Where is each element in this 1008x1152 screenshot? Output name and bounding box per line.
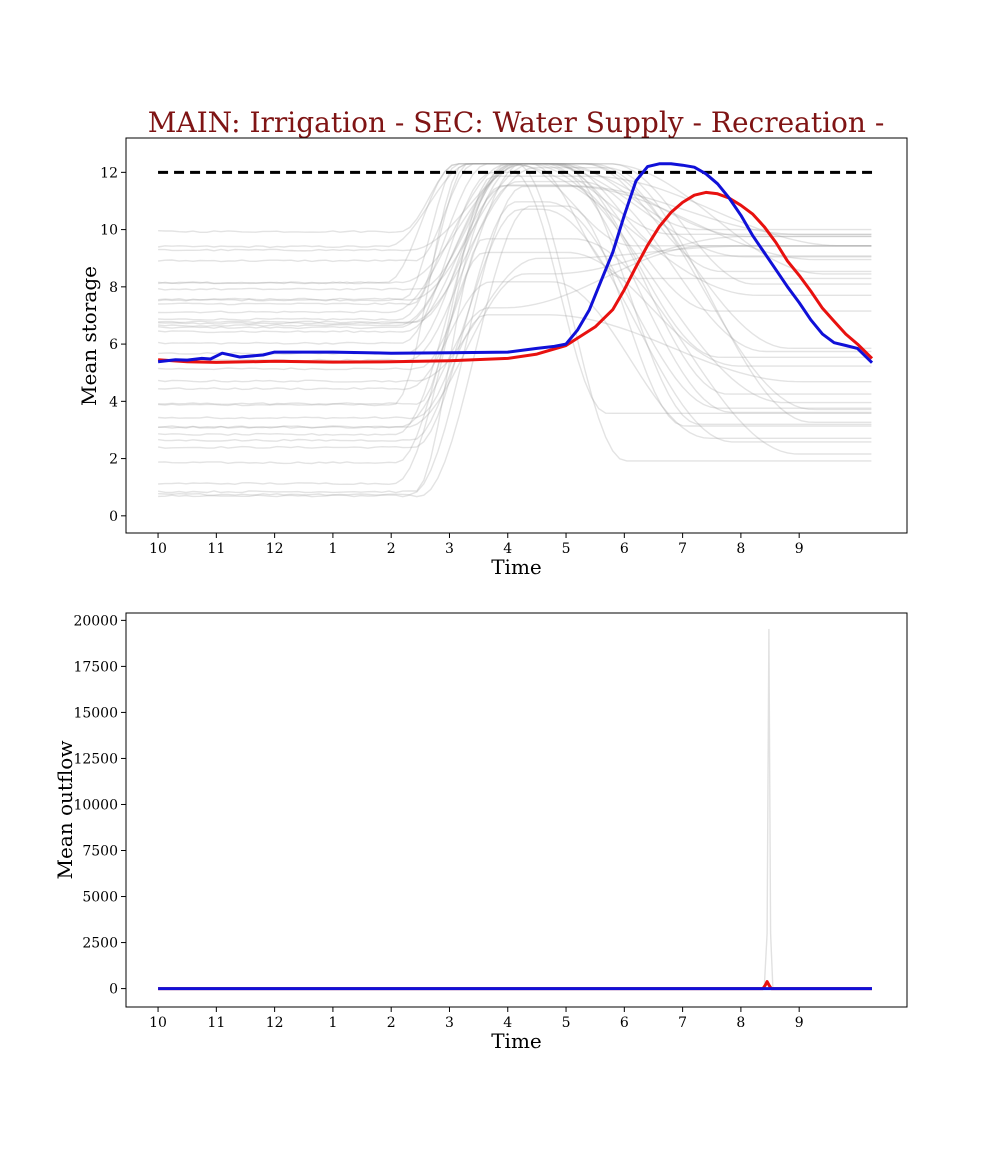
x-tick-label: 3 — [445, 1015, 454, 1031]
ensemble-line — [158, 314, 872, 442]
y-tick-label: 0 — [109, 509, 118, 525]
ensemble-line — [157, 163, 872, 425]
y-tick-label: 10000 — [73, 797, 118, 813]
x-tick-label: 10 — [149, 541, 167, 557]
y-axis-label: Mean storage — [77, 266, 101, 406]
ensemble-line — [158, 163, 872, 324]
y-tick-label: 4 — [109, 394, 118, 410]
ensemble-line — [158, 185, 872, 486]
ensemble-line — [157, 163, 872, 291]
axes-frame — [125, 612, 908, 1008]
y-tick-label: 5000 — [82, 890, 118, 906]
ensemble-line — [157, 238, 872, 494]
ensemble-line — [158, 205, 872, 498]
y-tick-label: 20000 — [73, 613, 118, 629]
ensemble-line — [158, 163, 872, 306]
plot-area — [157, 162, 874, 498]
ensemble-line — [158, 163, 872, 462]
x-axis-label: Time — [491, 1029, 542, 1053]
ensemble-line — [157, 163, 872, 249]
ensemble-line — [158, 163, 872, 414]
x-tick-label: 9 — [795, 541, 804, 557]
ensemble-line — [158, 166, 872, 423]
ensemble-line — [158, 163, 872, 296]
ensemble-line — [158, 185, 872, 496]
y-tick-label: 10 — [100, 223, 118, 239]
ensemble-line — [158, 163, 872, 328]
x-tick-label: 2 — [387, 541, 396, 557]
y-tick-label: 12 — [100, 165, 118, 181]
y-tick-label: 6 — [109, 337, 118, 353]
ensemble-line — [158, 163, 872, 411]
ensemble-line — [158, 245, 872, 429]
x-tick-label: 4 — [503, 1015, 512, 1031]
y-axis-label: Mean outflow — [53, 741, 77, 880]
ensemble-line — [158, 281, 872, 439]
ensemble-line — [158, 163, 872, 436]
ensemble-line — [158, 163, 872, 330]
x-tick-label: 5 — [562, 1015, 571, 1031]
x-tick-label: 2 — [387, 1015, 396, 1031]
plot-area — [158, 628, 872, 991]
red-series-line — [157, 190, 874, 364]
x-tick-label: 7 — [678, 541, 687, 557]
x-tick-label: 6 — [620, 541, 629, 557]
x-tick-label: 5 — [562, 541, 571, 557]
x-tick-label: 7 — [678, 1015, 687, 1031]
ensemble-series-line — [158, 628, 872, 990]
ensemble-line — [157, 245, 872, 383]
y-tick-label: 7500 — [82, 844, 118, 860]
x-tick-label: 6 — [620, 1015, 629, 1031]
x-tick-label: 1 — [328, 1015, 337, 1031]
ensemble-line — [157, 201, 872, 449]
x-tick-label: 12 — [266, 541, 284, 557]
y-tick-label: 2500 — [82, 936, 118, 952]
ensemble-line — [158, 208, 872, 443]
ensemble-line — [158, 163, 872, 358]
ensemble-line — [157, 171, 872, 414]
y-tick-label: 8 — [109, 280, 118, 296]
x-tick-label: 4 — [503, 541, 512, 557]
ensemble-traces — [157, 163, 872, 498]
y-tick-label: 15000 — [73, 705, 118, 721]
axes-frame — [125, 137, 908, 534]
ensemble-line — [158, 163, 872, 312]
ensemble-line — [158, 163, 872, 349]
chart-title: MAIN: Irrigation - SEC: Water Supply - R… — [148, 106, 885, 139]
ensemble-line — [158, 163, 872, 407]
x-tick-label: 1 — [328, 541, 337, 557]
y-tick-label: 17500 — [73, 659, 118, 675]
outflow-panel: 10 11 12 1 2 3 4 5 6 7 8 90250050007500100001250015… — [53, 612, 908, 1053]
x-tick-label: 9 — [795, 1015, 804, 1031]
ensemble-line — [158, 184, 872, 395]
y-tick-label: 0 — [109, 982, 118, 998]
x-axis-label: Time — [491, 555, 542, 579]
ensemble-line — [158, 251, 872, 465]
y-tick-label: 2 — [109, 452, 118, 468]
x-tick-label: 11 — [207, 1015, 225, 1031]
blue-series-line — [157, 162, 874, 364]
x-tick-label: 11 — [207, 541, 225, 557]
x-tick-label: 10 — [149, 1015, 167, 1031]
ensemble-line — [158, 163, 872, 302]
y-tick-label: 12500 — [73, 751, 118, 767]
x-tick-label: 8 — [736, 1015, 745, 1031]
x-tick-label: 3 — [445, 541, 454, 557]
x-tick-label: 8 — [736, 541, 745, 557]
x-tick-label: 12 — [266, 1015, 284, 1031]
ensemble-line — [158, 175, 872, 406]
